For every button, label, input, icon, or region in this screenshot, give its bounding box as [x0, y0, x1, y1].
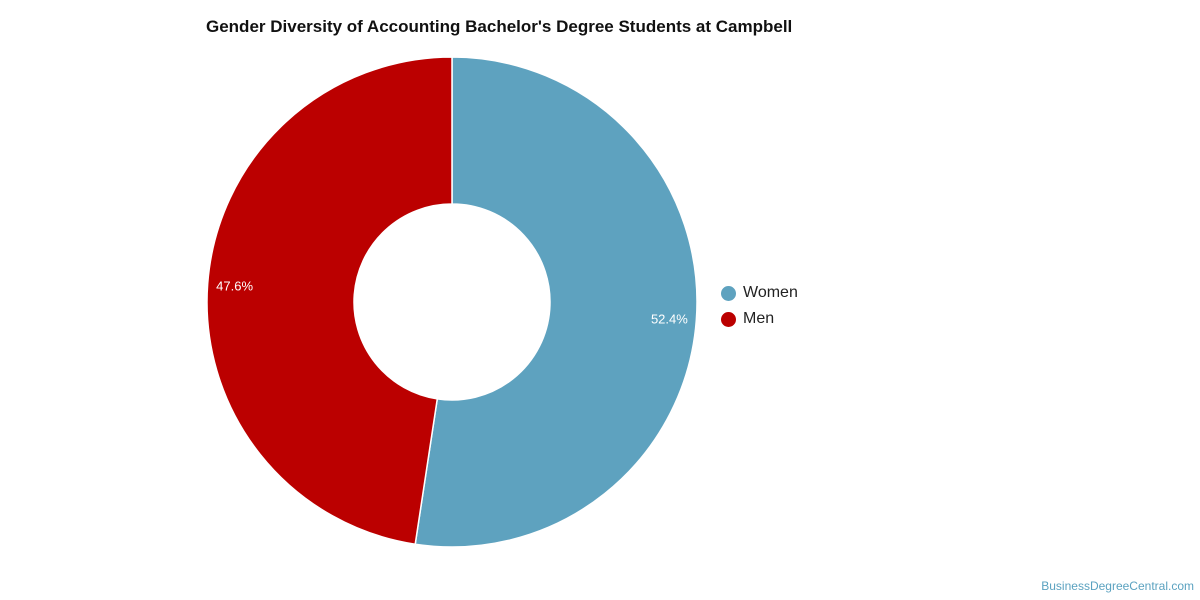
legend-swatch-women	[721, 285, 736, 301]
slice-label-women: 52.4%	[651, 311, 688, 326]
slice-label-men: 47.6%	[216, 279, 253, 294]
legend-item-women[interactable]: Women	[721, 280, 798, 306]
chart-title: Gender Diversity of Accounting Bachelor'…	[206, 17, 793, 36]
legend: Women Men	[721, 280, 798, 332]
legend-label-women: Women	[743, 284, 798, 301]
legend-swatch-men	[721, 311, 736, 327]
legend-item-men[interactable]: Men	[721, 306, 798, 332]
donut-chart: 52.4% 47.6%	[206, 56, 698, 548]
legend-label-men: Men	[743, 310, 775, 327]
slice-men[interactable]	[206, 56, 453, 546]
slice-women[interactable]	[414, 56, 698, 548]
site-watermark[interactable]: BusinessDegreeCentral.com	[1041, 579, 1194, 593]
